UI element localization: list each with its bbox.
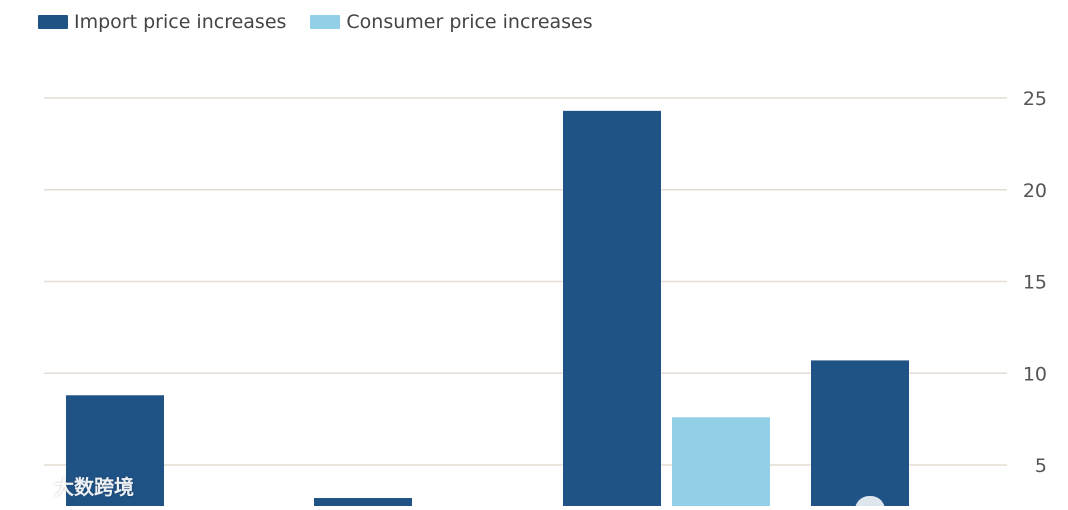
bar-consumer: [672, 417, 770, 506]
bar-import: [811, 360, 909, 506]
bar-import: [66, 395, 164, 506]
legend-label-consumer: Consumer price increases: [346, 11, 593, 33]
y-tick-label: 25: [1023, 88, 1047, 110]
bar-import: [563, 110, 661, 506]
y-tick-label: 15: [1023, 272, 1047, 294]
y-tick-label: 5: [1035, 455, 1047, 477]
bar-import: [314, 498, 412, 506]
y-tick-label: 20: [1023, 180, 1047, 202]
legend-swatch-import: [38, 15, 68, 29]
legend-label-import: Import price increases: [74, 11, 287, 33]
legend-item-consumer: Consumer price increases: [310, 11, 593, 33]
watermark-logo-icon: [8, 477, 47, 494]
legend-swatch-consumer: [310, 15, 341, 29]
chart-legend: Import price increases Consumer price in…: [38, 8, 617, 36]
y-tick-label: 10: [1023, 363, 1047, 385]
watermark: 大数跨境: [8, 471, 134, 500]
watermark-text: 大数跨境: [54, 475, 134, 499]
bars: [66, 110, 909, 506]
y-axis-ticks: 25 20 15 10 5: [1023, 88, 1047, 477]
legend-item-import: Import price increases: [38, 11, 286, 33]
